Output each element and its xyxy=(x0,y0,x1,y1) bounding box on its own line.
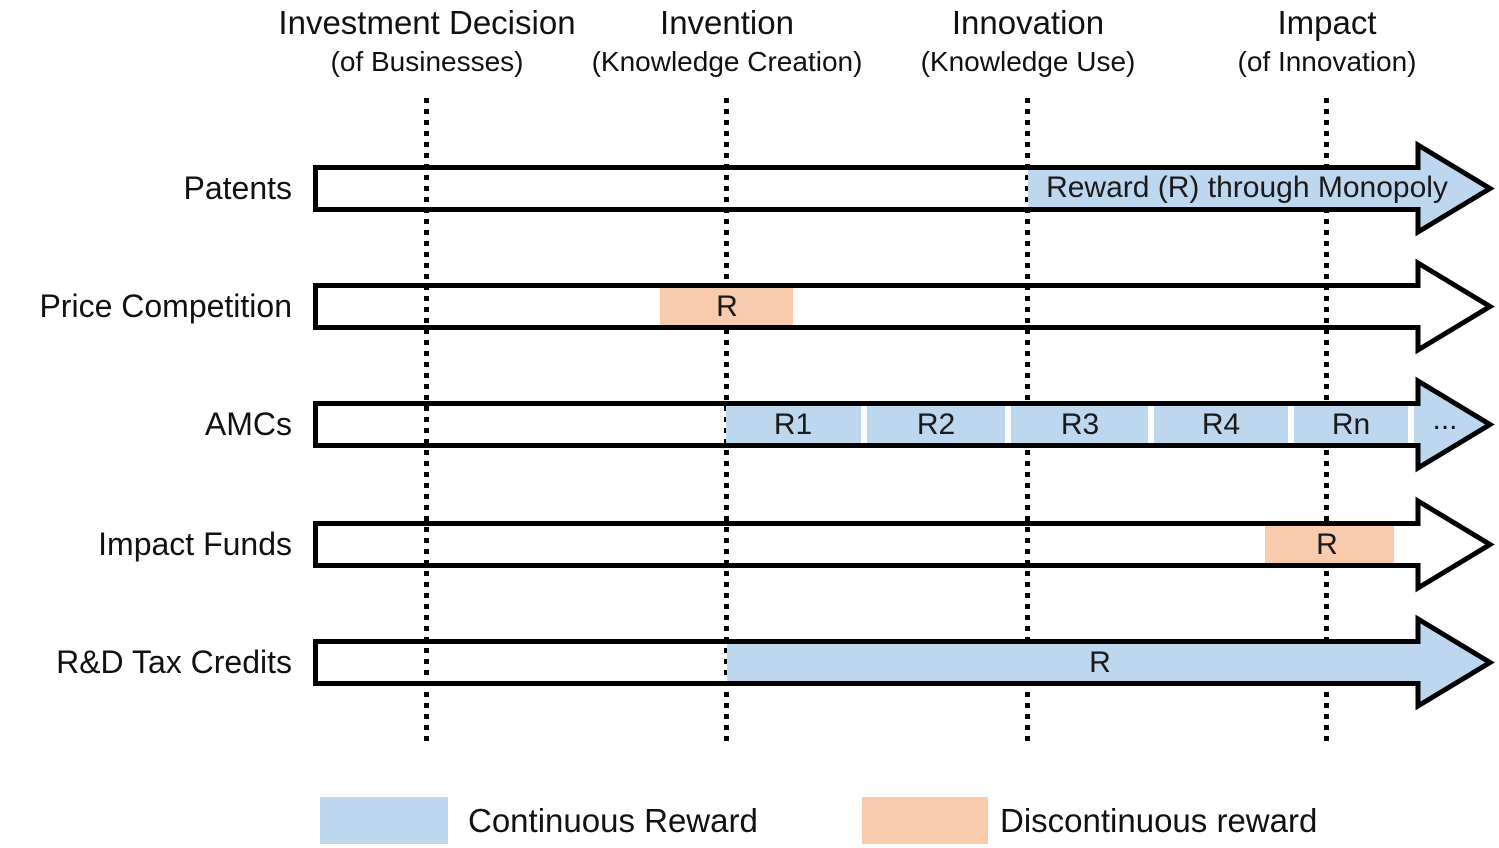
arrow-outline xyxy=(313,614,1495,711)
reward-segment-continuous xyxy=(1154,405,1288,444)
stage-subtitle: (Knowledge Use) xyxy=(920,46,1136,77)
reward-segment-continuous xyxy=(867,405,1005,444)
stage-header-invention: Invention (Knowledge Creation) xyxy=(497,2,957,80)
arrow-amcs xyxy=(313,376,1495,473)
stage-title: Innovation xyxy=(951,4,1105,41)
reward-segment-discontinuous xyxy=(660,287,793,326)
segment-label-amc-r1: R1 xyxy=(773,408,813,441)
row-label-rd-tax-credits: R&D Tax Credits xyxy=(56,644,292,680)
reward-segment-discontinuous xyxy=(1265,525,1394,564)
reward-segment-continuous xyxy=(1011,405,1148,444)
reward-segment-continuous xyxy=(1294,405,1408,444)
stage-line-investment-decision xyxy=(424,98,429,746)
arrow-outline xyxy=(313,140,1495,237)
legend-label-continuous: Continuous Reward xyxy=(468,802,758,839)
segment-label-price-r: R xyxy=(716,290,738,323)
arrow-outline xyxy=(313,496,1495,593)
reward-segment-continuous xyxy=(727,619,1490,706)
stage-title: Impact xyxy=(1277,4,1377,41)
stage-header-innovation: Innovation (Knowledge Use) xyxy=(798,2,1258,80)
arrow-price-competition xyxy=(313,258,1495,355)
stage-header-investment-decision: Investment Decision (of Businesses) xyxy=(197,2,657,80)
stage-subtitle: (of Innovation) xyxy=(1237,46,1417,77)
stage-title: Investment Decision xyxy=(278,4,576,41)
row-label-amcs: AMCs xyxy=(204,406,292,442)
legend-swatch-discontinuous xyxy=(862,797,988,844)
legend-label-discontinuous: Discontinuous reward xyxy=(1000,802,1318,839)
row-label-patents: Patents xyxy=(183,170,292,206)
segment-label-amc-r3: R3 xyxy=(1060,408,1100,441)
arrow-outline xyxy=(313,258,1495,355)
stage-title: Invention xyxy=(660,4,794,41)
segment-label-patents-reward: Reward (R) through Monopoly xyxy=(1046,171,1448,204)
segment-label-amc-ellipsis: ... xyxy=(1432,403,1458,436)
segment-label-amc-r4: R4 xyxy=(1201,408,1241,441)
segment-label-impact-funds-r: R xyxy=(1316,528,1338,561)
arrow-rd-tax-credits xyxy=(313,614,1495,711)
arrow-outline xyxy=(313,376,1495,473)
arrow-patents xyxy=(313,140,1495,237)
legend-swatch-continuous xyxy=(320,797,448,844)
segment-label-rd-tax-r: R xyxy=(1089,646,1111,679)
row-label-price-competition: Price Competition xyxy=(39,288,292,324)
reward-segment-continuous xyxy=(726,405,861,444)
row-label-impact-funds: Impact Funds xyxy=(98,526,292,562)
segment-label-amc-rn: Rn xyxy=(1331,408,1371,441)
stage-header-impact: Impact (of Innovation) xyxy=(1097,2,1499,80)
segment-label-amc-r2: R2 xyxy=(916,408,956,441)
stage-subtitle: (Knowledge Creation) xyxy=(591,46,863,77)
stage-subtitle: (of Businesses) xyxy=(330,46,524,77)
arrow-impact-funds xyxy=(313,496,1495,593)
